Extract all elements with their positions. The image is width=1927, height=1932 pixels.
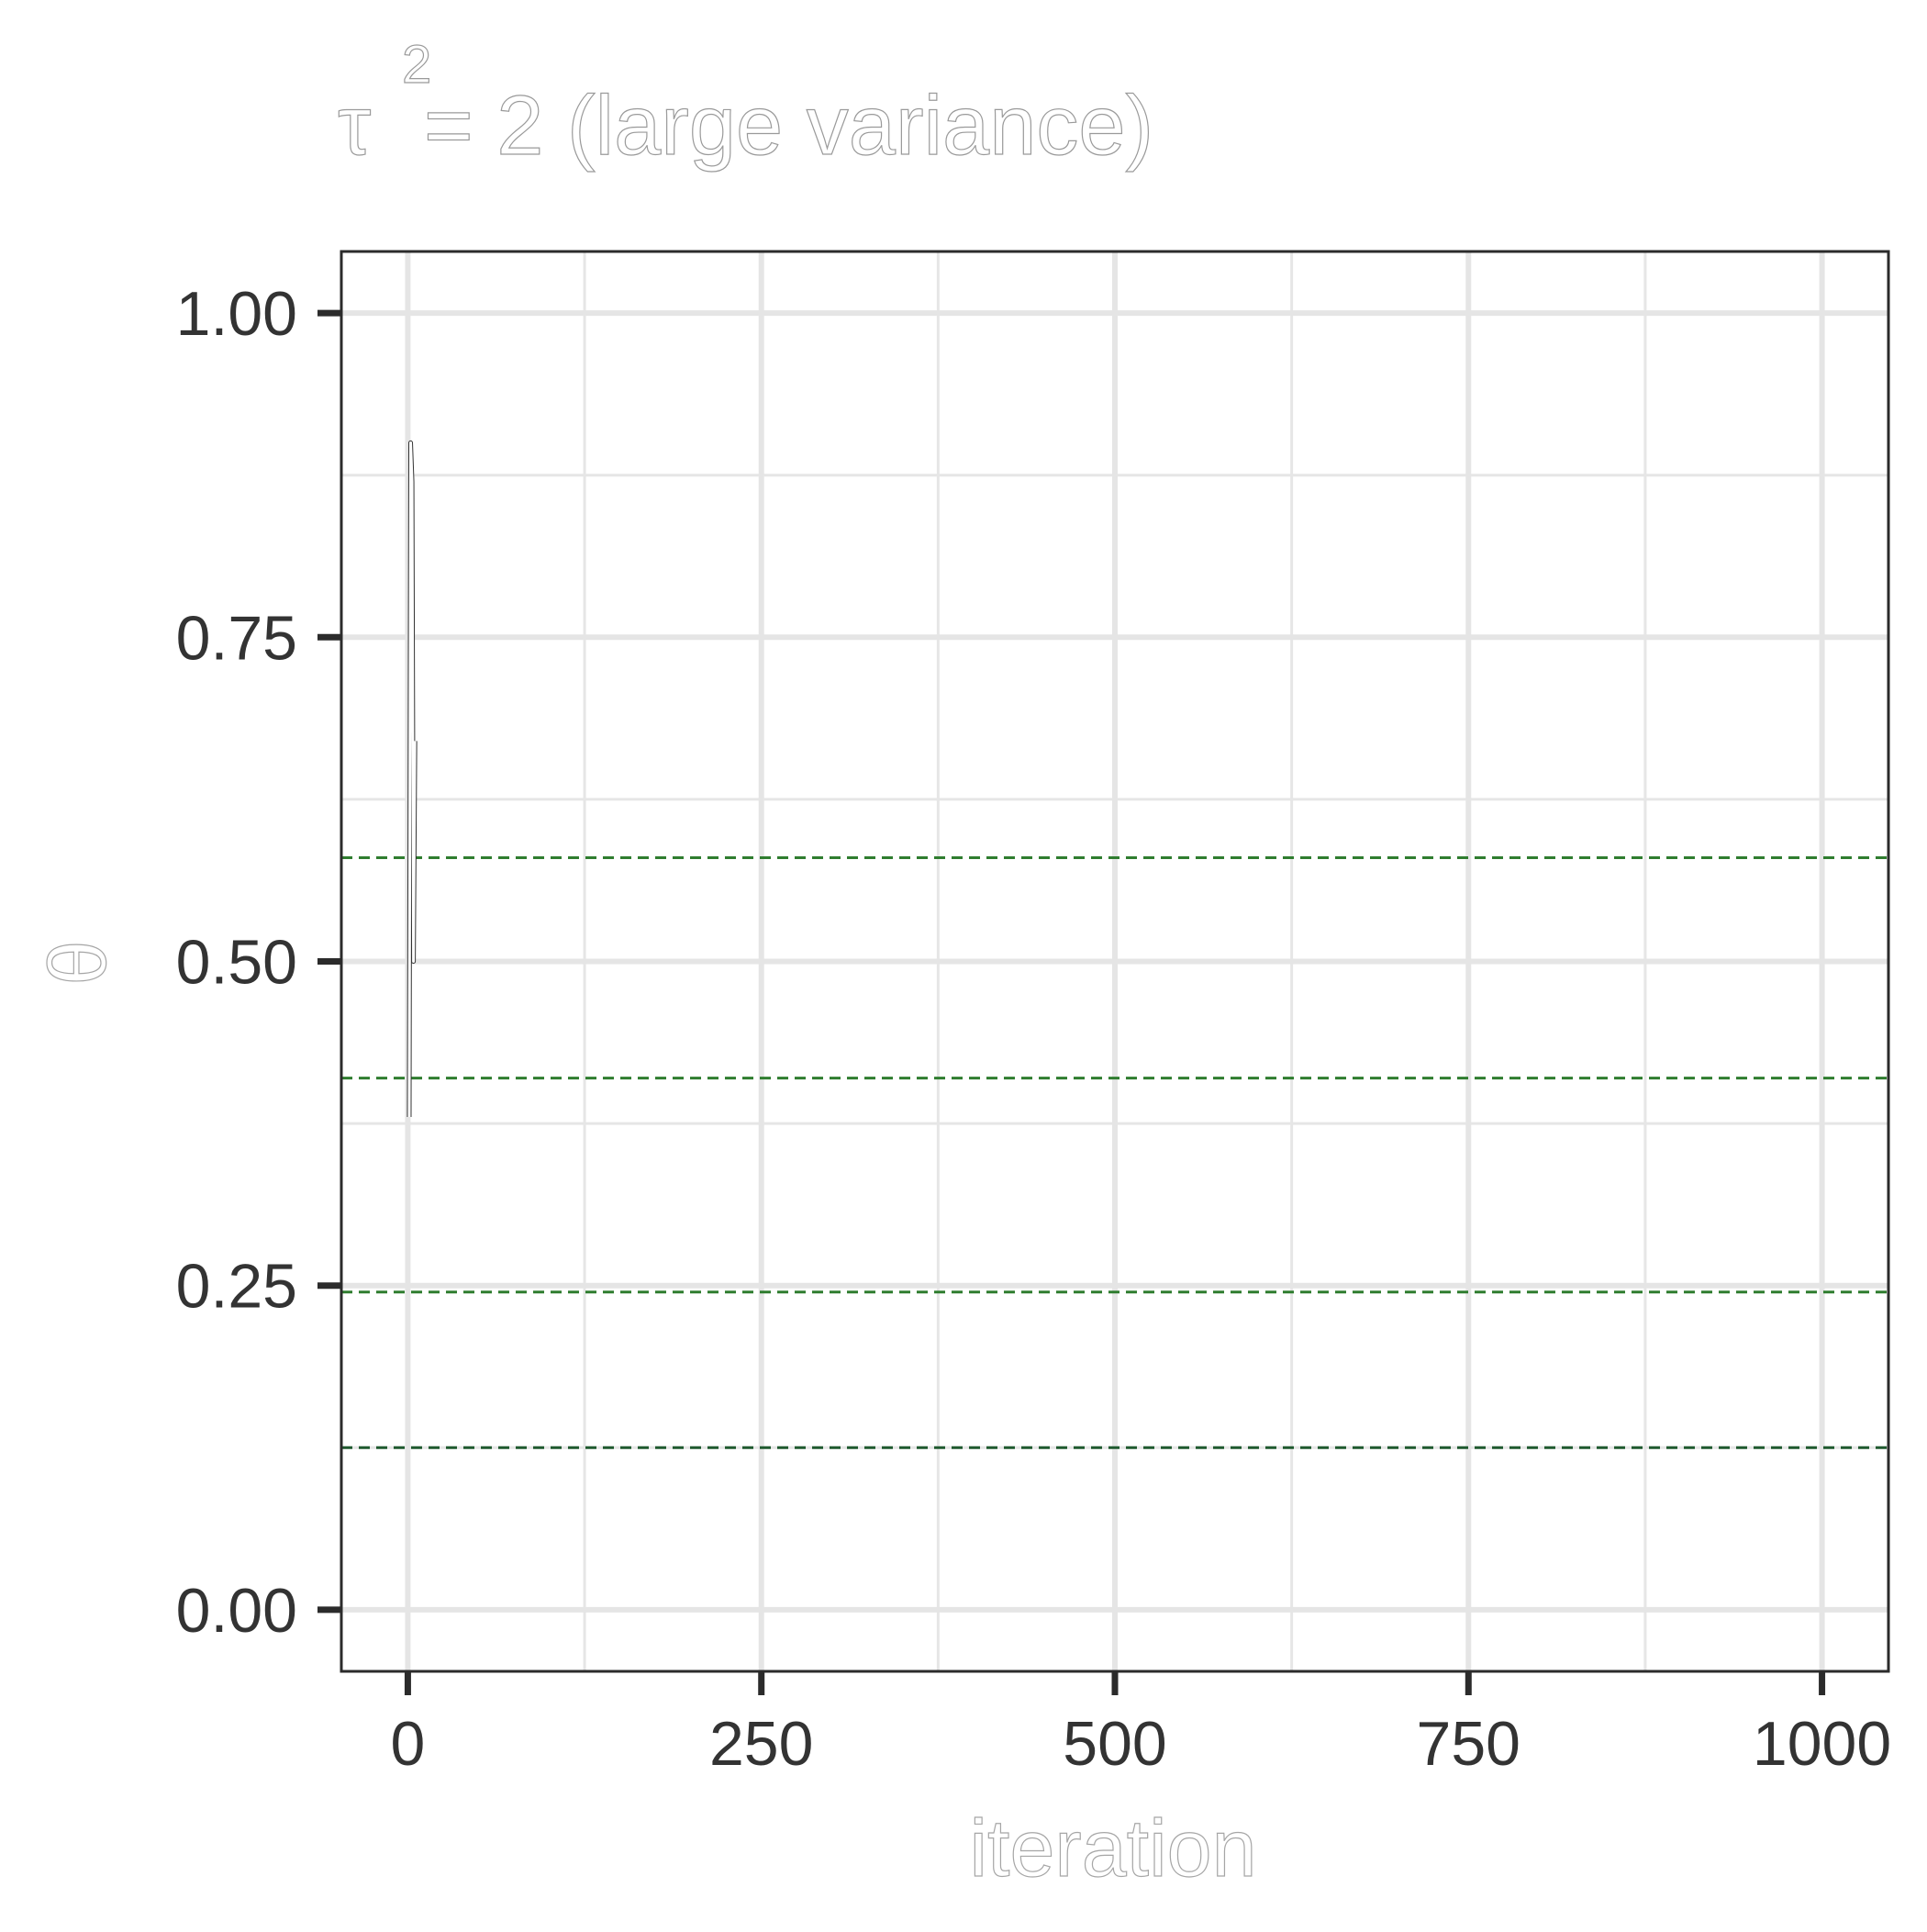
y-tick-label: 1.00: [176, 279, 297, 349]
chart-title: τ 2 = 2 (large variance): [337, 34, 1153, 173]
title-superscript: 2: [402, 35, 431, 95]
x-tick-label: 250: [709, 1709, 813, 1779]
y-tick-label: 0.50: [176, 928, 297, 998]
title-main: τ: [338, 79, 371, 173]
trace-line: [407, 441, 417, 1118]
y-tick-label: 0.00: [176, 1576, 297, 1646]
axes: 0.00 0.25 0.50 0.75 1.00 0 250 500 750 1000: [176, 250, 1891, 1779]
x-axis-label: iteration: [969, 1803, 1256, 1893]
y-tick-label: 0.75: [176, 603, 297, 673]
y-axis-label: θ: [32, 941, 123, 986]
x-tick-label: 500: [1063, 1709, 1166, 1779]
y-tick-label: 0.25: [176, 1252, 297, 1322]
x-tick-label: 750: [1417, 1709, 1520, 1779]
plot-area: [341, 251, 1888, 1671]
x-tick-label: 1000: [1753, 1709, 1891, 1779]
title-rest: = 2 (large variance): [424, 79, 1153, 173]
x-tick-label: 0: [391, 1709, 426, 1779]
